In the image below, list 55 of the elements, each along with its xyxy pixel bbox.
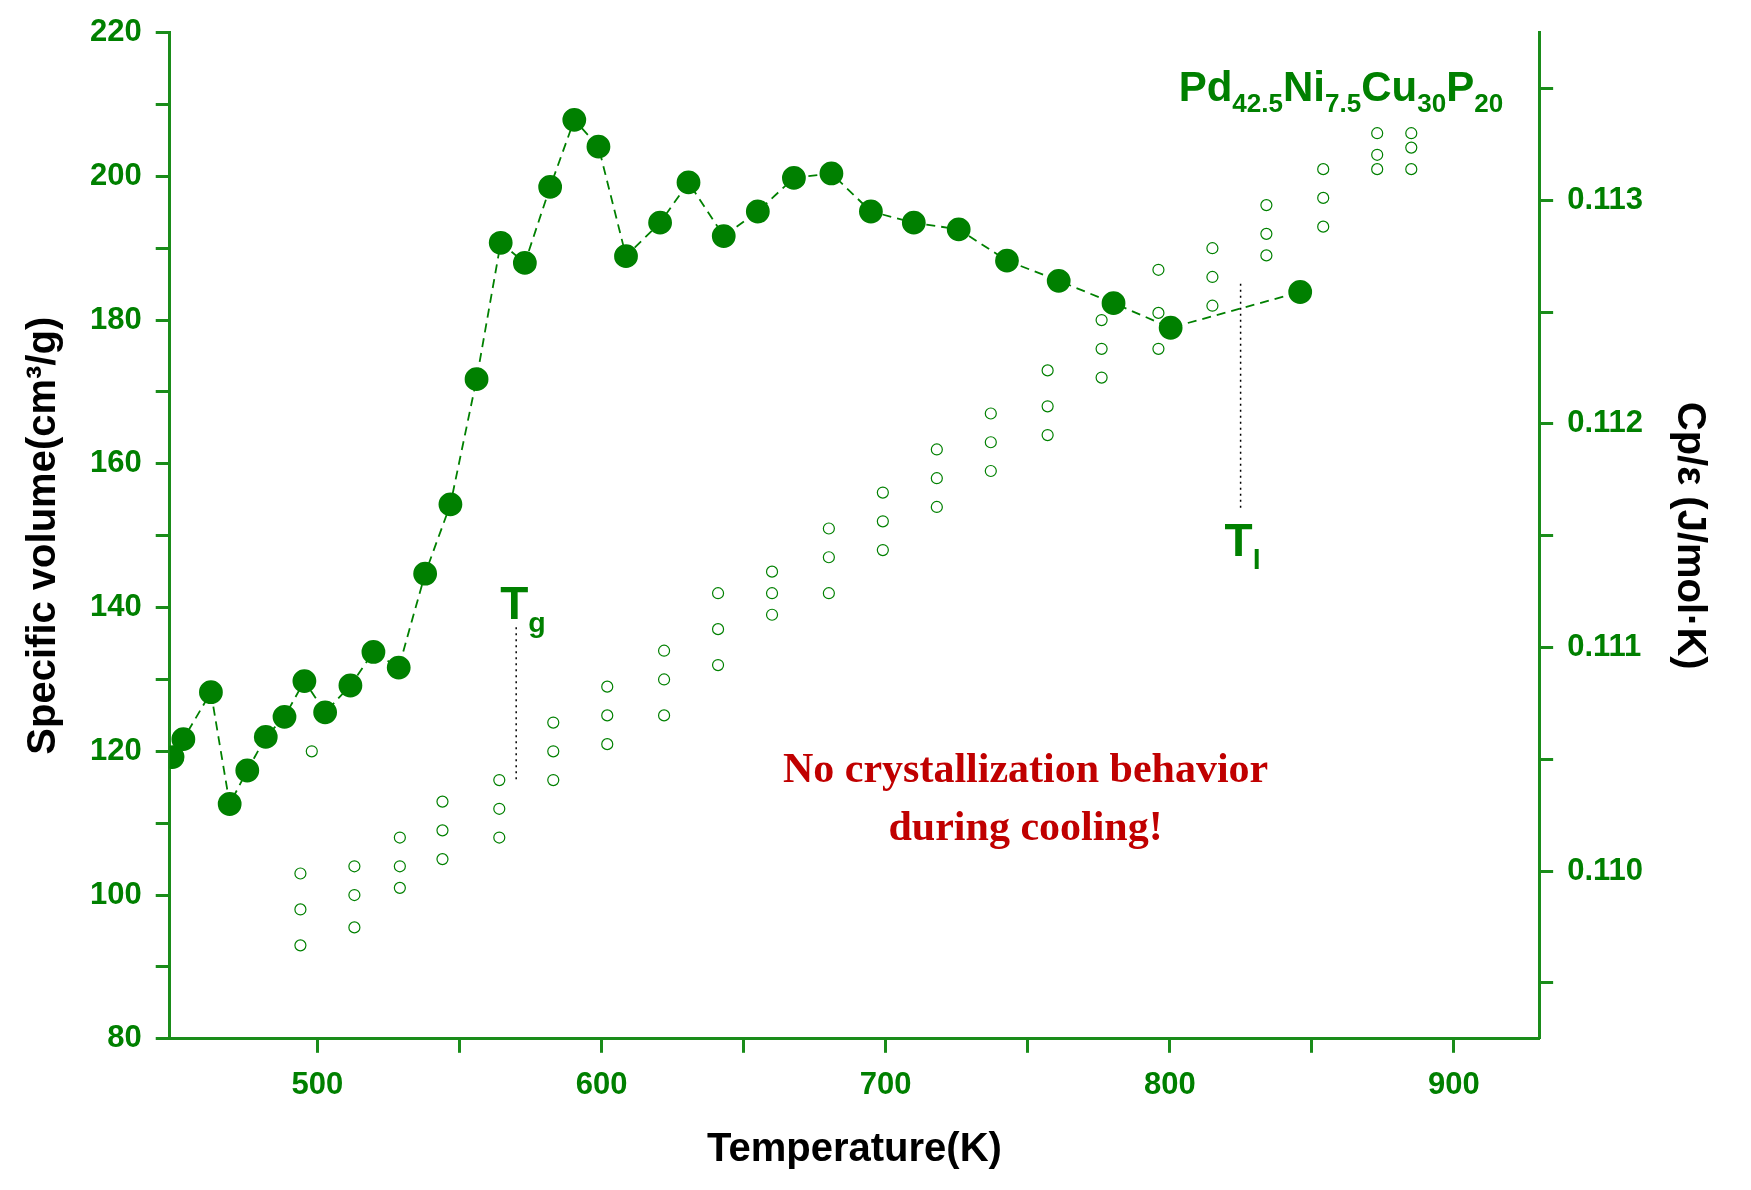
point: [819, 161, 844, 186]
point: [199, 680, 223, 705]
point: [413, 561, 438, 586]
y2-axis-title: Cp/ε (J/mol·K): [1669, 401, 1714, 670]
point: [438, 492, 463, 517]
y-tick-label: 160: [89, 444, 142, 480]
point: [782, 166, 806, 190]
point: [488, 230, 513, 255]
y2-tick-label: 0.110: [1567, 851, 1644, 887]
x-tick-label: 800: [1143, 1065, 1196, 1101]
point: [512, 251, 537, 275]
point: [676, 170, 701, 195]
point: [386, 655, 411, 680]
y-tick-label: 220: [89, 13, 142, 49]
annotation: No crystallization behavior during cooling!: [782, 745, 1269, 850]
point: [1101, 291, 1126, 316]
point: [1046, 268, 1071, 293]
x-tick-label: 700: [859, 1065, 912, 1101]
point: [859, 199, 883, 224]
point: [946, 217, 971, 242]
point: [217, 792, 242, 816]
x-tick-label: 900: [1428, 1065, 1480, 1101]
point: [745, 199, 770, 224]
y-tick-label: 180: [89, 300, 142, 336]
point: [464, 367, 489, 392]
point: [1288, 280, 1313, 304]
point: [995, 248, 1019, 273]
y-tick-label: 120: [89, 731, 142, 767]
point: [171, 727, 196, 752]
point: [292, 669, 317, 693]
y-axis-title: Specific volume(cm³/g): [19, 316, 64, 755]
point: [562, 107, 587, 132]
point: [614, 244, 638, 269]
point: [272, 704, 297, 729]
x-tick-label: 500: [291, 1065, 344, 1101]
point: [338, 673, 363, 698]
point: [648, 210, 672, 235]
y-tick-label: 140: [89, 588, 142, 624]
point: [313, 700, 338, 725]
y2-tick-label: 0.112: [1567, 404, 1644, 440]
x-tick-label: 600: [575, 1065, 628, 1101]
y2-tick-label: 0.111: [1567, 628, 1642, 664]
point: [901, 210, 926, 235]
x-axis-title: Temperature(K): [706, 1125, 1002, 1170]
point: [538, 174, 563, 199]
y-tick-label: 200: [89, 156, 142, 192]
y-tick-label: 100: [89, 875, 142, 911]
y2-tick-label: 0.113: [1567, 180, 1644, 216]
point: [711, 224, 736, 248]
y-tick-label: 80: [107, 1019, 142, 1055]
point: [361, 640, 386, 664]
point: [586, 134, 611, 159]
point: [1158, 315, 1183, 340]
point: [253, 725, 278, 749]
point: [235, 758, 260, 783]
